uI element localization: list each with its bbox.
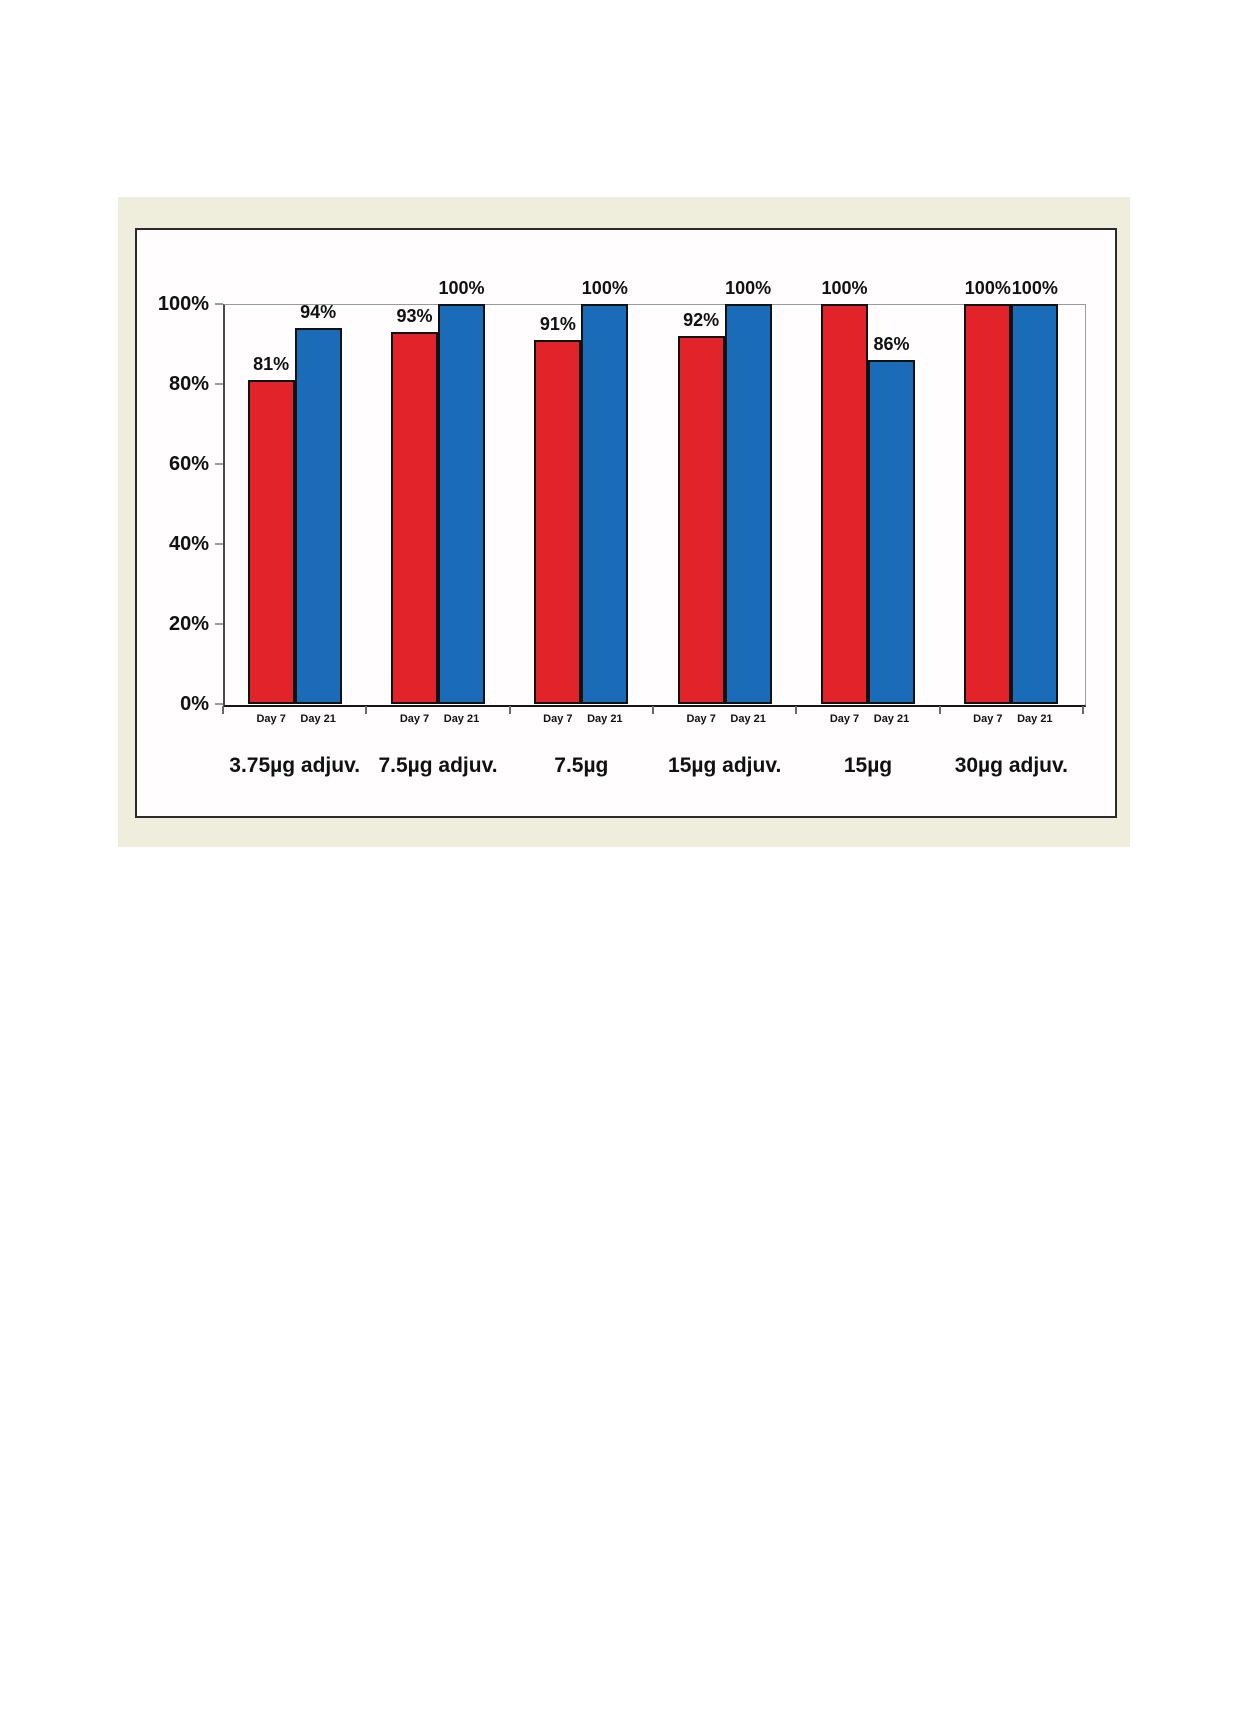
bar-value-label: 92% xyxy=(683,310,720,330)
bar-x-label: Day 7 xyxy=(543,713,573,725)
category-label: 7.5µg adjuv. xyxy=(378,754,498,777)
category-label: 15µg xyxy=(843,754,893,777)
y-axis-tick xyxy=(215,463,223,465)
bar-day21 xyxy=(724,304,772,704)
bar-day21 xyxy=(1011,304,1059,704)
y-axis-tick xyxy=(215,543,223,545)
bar-x-label: Day 21 xyxy=(730,713,766,725)
bar-day7 xyxy=(247,380,295,704)
y-axis-label: 40% xyxy=(168,533,209,555)
bar-value-label: 94% xyxy=(300,302,337,322)
bar-day7 xyxy=(964,304,1012,704)
bar-value-label: 100% xyxy=(438,278,485,298)
bar-x-label: Day 21 xyxy=(300,713,336,725)
bar-value-label: 93% xyxy=(396,306,433,326)
x-axis-tick xyxy=(365,706,368,714)
bar-day21 xyxy=(868,360,915,704)
bar-day7 xyxy=(677,336,725,704)
bar-value-label: 100% xyxy=(725,278,772,298)
y-axis-label: 80% xyxy=(168,373,209,395)
bar-x-label: Day 21 xyxy=(873,713,910,725)
bar-x-label: Day 21 xyxy=(443,713,480,725)
y-axis-label: 20% xyxy=(168,613,209,635)
category-label: 15µg adjuv. xyxy=(668,754,782,777)
bar-x-label: Day 21 xyxy=(587,713,623,725)
figure-panel: 0% 20% 40% 60% 80% 100% 81% Day 7 94% Day 21 3.75µ… xyxy=(118,197,1130,847)
bar-day21 xyxy=(581,304,629,704)
bar-x-label: Day 21 xyxy=(1017,713,1053,725)
bar-day21 xyxy=(438,304,485,704)
category-label: 7.5µg xyxy=(554,754,609,777)
y-axis-tick xyxy=(215,303,223,305)
bar-x-label: Day 7 xyxy=(399,713,430,725)
category-label: 3.75µg adjuv. xyxy=(229,754,361,777)
bar-x-label: Day 7 xyxy=(829,713,860,725)
bar-x-label: Day 7 xyxy=(256,713,286,725)
x-axis-tick xyxy=(1082,706,1084,714)
y-axis-tick xyxy=(215,703,223,705)
bar-x-label: Day 7 xyxy=(686,713,716,725)
x-axis-tick xyxy=(795,706,798,714)
plot-area xyxy=(223,304,1086,707)
x-axis-tick xyxy=(508,706,511,714)
x-axis-tick xyxy=(652,706,654,714)
x-axis-tick xyxy=(222,706,224,714)
bar-value-label: 100% xyxy=(1011,278,1058,298)
bar-value-label: 100% xyxy=(581,278,628,298)
y-axis-tick xyxy=(215,623,223,625)
bar-day7 xyxy=(821,304,868,704)
bar-value-label: 91% xyxy=(539,314,576,334)
x-axis-tick xyxy=(938,706,941,714)
bar-day21 xyxy=(294,328,342,704)
bar-day7 xyxy=(534,340,582,704)
bar-value-label: 100% xyxy=(964,278,1011,298)
y-axis-tick xyxy=(215,383,223,385)
chart-box: 0% 20% 40% 60% 80% 100% 81% Day 7 94% Day 21 3.75µ… xyxy=(135,228,1117,818)
bar-value-label: 86% xyxy=(873,334,910,354)
category-label: 30µg adjuv. xyxy=(954,754,1068,777)
bar-value-label: 81% xyxy=(253,354,290,374)
bar-x-label: Day 7 xyxy=(973,713,1003,725)
y-axis-label: 100% xyxy=(157,293,209,315)
bar-value-label: 100% xyxy=(821,278,868,298)
y-axis-label: 60% xyxy=(168,453,209,475)
y-axis-label: 0% xyxy=(180,693,209,715)
bar-day7 xyxy=(391,332,438,704)
